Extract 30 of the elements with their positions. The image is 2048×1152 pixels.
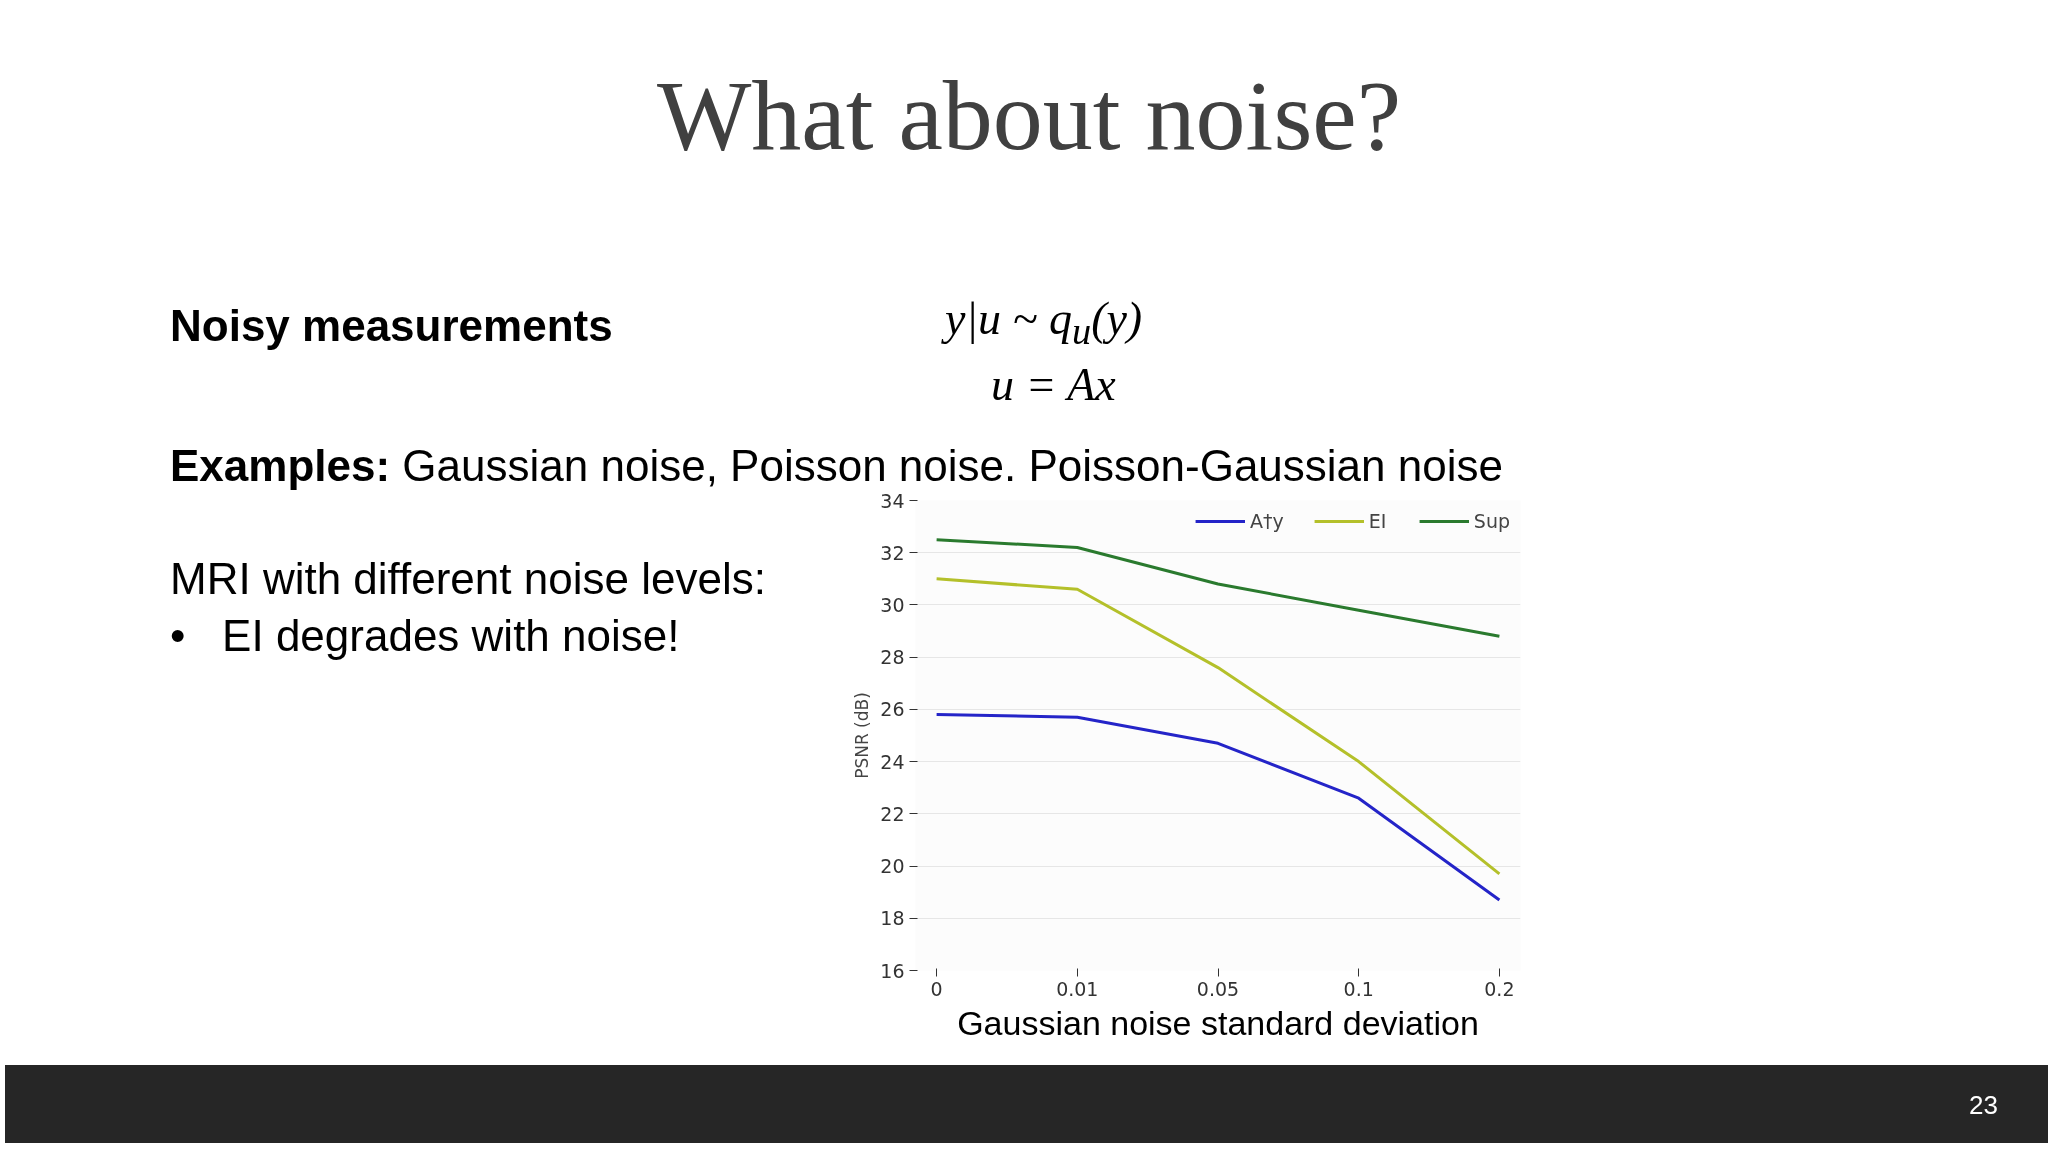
y-tick-label: 16 bbox=[880, 959, 905, 982]
x-tick-label: 0.01 bbox=[1056, 977, 1099, 1000]
legend-label: EI bbox=[1368, 510, 1388, 532]
line-series bbox=[935, 577, 1501, 876]
text: • EI degrades with noise! bbox=[170, 611, 680, 661]
x-tick-label: 0.2 bbox=[1484, 977, 1515, 1000]
text: 23 bbox=[1969, 1089, 1998, 1122]
x-tick-label: 0 bbox=[930, 977, 943, 1000]
text: MRI with different noise levels: bbox=[170, 554, 766, 603]
x-axis-title: Gaussian noise standard deviation bbox=[957, 1003, 1479, 1042]
legend-label: A†y bbox=[1250, 510, 1284, 532]
legend-label: Sup bbox=[1473, 510, 1510, 532]
chart-title: What about noise? bbox=[656, 59, 1402, 173]
line-series bbox=[935, 538, 1501, 638]
x-tick-label: 0.05 bbox=[1196, 977, 1240, 1000]
y-tick-label: 24 bbox=[880, 750, 905, 773]
y-tick-label: 26 bbox=[880, 698, 905, 721]
y-tick-label: 22 bbox=[880, 802, 905, 825]
x-tick-label: 0.1 bbox=[1343, 977, 1374, 1000]
text: Examples: Gaussian noise, Poisson noise. Poisson-Gaussian noise bbox=[170, 440, 1503, 492]
text: u = Ax bbox=[991, 359, 1116, 411]
line-series bbox=[935, 713, 1501, 902]
y-tick-label: 28 bbox=[880, 646, 905, 669]
y-tick-label: 20 bbox=[880, 855, 905, 878]
y-tick-label: 32 bbox=[880, 541, 905, 564]
y-tick-label: 18 bbox=[880, 907, 905, 930]
y-tick-label: 34 bbox=[880, 489, 905, 512]
y-tick-label: 30 bbox=[880, 593, 905, 616]
text: Noisy measurements bbox=[170, 301, 613, 350]
y-axis-title: PSNR (dB) bbox=[852, 692, 873, 779]
